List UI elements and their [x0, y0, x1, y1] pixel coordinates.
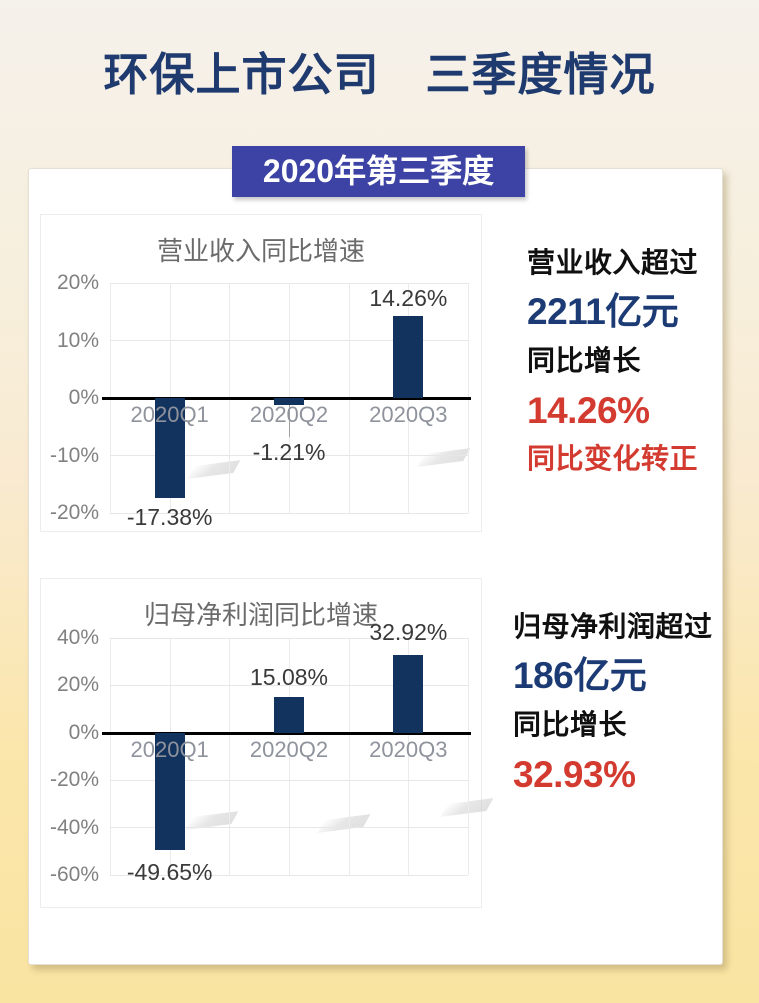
net-profit-yoy-caption: 同比增长 — [513, 709, 628, 741]
y-tick-label: -20% — [49, 768, 99, 792]
point-label: 14.26% — [369, 285, 448, 311]
zero-axis-line — [102, 731, 471, 735]
net-profit-highlight-block: 归母净利润超过 186亿元 同比增长 32.93% — [513, 612, 725, 808]
category-label: 2020Q1 — [130, 402, 209, 427]
revenue-growth-chart: 营业收入同比增速 20% 10% 0% -10% -20% 2020Q1 -17.38% 20… — [40, 214, 482, 532]
gridline-horizontal — [110, 455, 468, 456]
y-tick-label: 20% — [56, 271, 99, 294]
gridline-vertical — [408, 638, 410, 875]
chart-title: 营业收入同比增速 — [156, 236, 365, 266]
chart-title: 归母净利润同比增速 — [143, 600, 378, 630]
category-label: 2020Q2 — [249, 736, 329, 762]
category-label: 2020Q2 — [249, 402, 329, 427]
y-tick-label: 40% — [56, 626, 99, 649]
y-tick-label: 0% — [68, 386, 99, 409]
y-tick-label: -20% — [49, 501, 99, 524]
revenue-yoy-value: 14.26% — [527, 389, 650, 431]
bar-2020Q3 — [393, 316, 424, 398]
bar-2020Q1 — [154, 398, 185, 498]
y-tick-label: 0% — [68, 720, 99, 744]
point-label: -17.38% — [126, 503, 213, 530]
gridline-vertical — [110, 638, 111, 875]
net-profit-yoy-value: 32.93% — [513, 753, 636, 795]
gridline-horizontal — [110, 779, 468, 781]
gridline-horizontal — [110, 512, 468, 514]
gridline-horizontal — [110, 282, 468, 284]
point-label: -1.21% — [252, 438, 326, 465]
category-label: 2020Q1 — [130, 736, 209, 762]
y-tick-label: -10% — [49, 443, 99, 467]
page-title: 环保上市公司 三季度情况 — [103, 49, 656, 100]
gridline-horizontal — [110, 684, 468, 686]
net-profit-caption: 归母净利润超过 — [513, 611, 713, 642]
gridline-horizontal — [110, 874, 468, 876]
gridline-horizontal — [110, 827, 468, 829]
point-label: -49.65% — [126, 859, 213, 886]
y-tick-label: -40% — [49, 815, 99, 839]
y-tick-label: 20% — [56, 673, 99, 697]
period-badge: 2020年第三季度 — [232, 146, 525, 197]
point-label: 32.92% — [369, 618, 448, 645]
gridline-vertical — [468, 638, 469, 875]
revenue-yoy-caption: 同比增长 — [527, 345, 642, 377]
gridline-vertical — [289, 638, 290, 875]
gridline-horizontal — [110, 637, 468, 639]
y-tick-label: 10% — [56, 328, 99, 352]
point-label: 15.08% — [249, 664, 328, 691]
y-tick-label: -60% — [49, 863, 99, 886]
bar-2020Q1 — [154, 732, 185, 851]
net-profit-amount: 186亿元 — [513, 655, 647, 697]
category-label: 2020Q3 — [369, 736, 448, 762]
bar-2020Q2 — [274, 697, 304, 733]
net-profit-growth-chart: 归母净利润同比增速 40% 20% 0% -20% -40% -60% 2020Q1 -49.… — [40, 578, 494, 908]
watermark-swoosh — [317, 814, 371, 833]
gridline-vertical — [229, 638, 231, 875]
label-leader-line — [289, 404, 290, 437]
revenue-caption: 营业收入超过 — [527, 247, 699, 278]
watermark-swoosh — [417, 448, 471, 467]
gridline-vertical — [348, 638, 350, 875]
revenue-turn-positive-note: 同比变化转正 — [527, 443, 699, 475]
bar-2020Q3 — [393, 654, 424, 733]
category-label: 2020Q3 — [369, 402, 448, 427]
bar-2020Q2 — [274, 398, 304, 405]
revenue-highlight-block: 营业收入超过 2211亿元 同比增长 14.26% 同比变化转正 — [527, 248, 723, 490]
gridline-horizontal — [110, 340, 468, 341]
revenue-amount: 2211亿元 — [527, 291, 679, 333]
